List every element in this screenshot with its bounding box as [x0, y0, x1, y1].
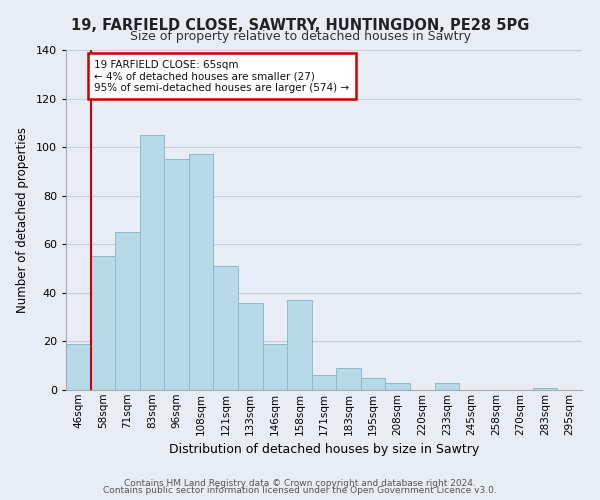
Bar — [140, 135, 164, 390]
Bar — [91, 256, 115, 390]
Bar — [336, 368, 361, 390]
Bar — [214, 266, 238, 390]
Bar — [434, 382, 459, 390]
Text: Contains public sector information licensed under the Open Government Licence v3: Contains public sector information licen… — [103, 486, 497, 495]
Bar — [533, 388, 557, 390]
Bar — [312, 376, 336, 390]
Bar — [189, 154, 214, 390]
Bar — [238, 302, 263, 390]
Bar — [385, 382, 410, 390]
Text: Contains HM Land Registry data © Crown copyright and database right 2024.: Contains HM Land Registry data © Crown c… — [124, 478, 476, 488]
Text: 19 FARFIELD CLOSE: 65sqm
← 4% of detached houses are smaller (27)
95% of semi-de: 19 FARFIELD CLOSE: 65sqm ← 4% of detache… — [94, 60, 349, 93]
Text: Size of property relative to detached houses in Sawtry: Size of property relative to detached ho… — [130, 30, 470, 43]
Bar — [361, 378, 385, 390]
Bar — [164, 160, 189, 390]
Bar — [287, 300, 312, 390]
X-axis label: Distribution of detached houses by size in Sawtry: Distribution of detached houses by size … — [169, 443, 479, 456]
Bar — [263, 344, 287, 390]
Bar — [66, 344, 91, 390]
Y-axis label: Number of detached properties: Number of detached properties — [16, 127, 29, 313]
Text: 19, FARFIELD CLOSE, SAWTRY, HUNTINGDON, PE28 5PG: 19, FARFIELD CLOSE, SAWTRY, HUNTINGDON, … — [71, 18, 529, 32]
Bar — [115, 232, 140, 390]
